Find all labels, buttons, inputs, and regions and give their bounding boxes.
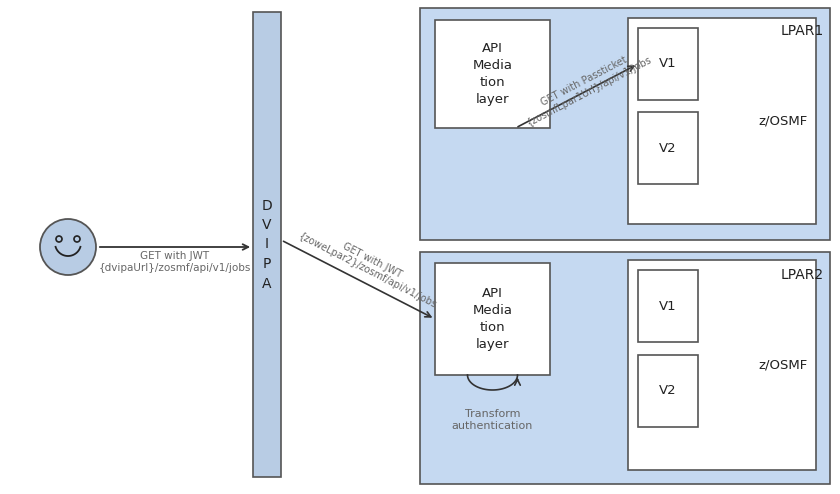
Bar bbox=[628, 260, 816, 470]
Text: V1: V1 bbox=[659, 57, 677, 71]
Text: LPAR1: LPAR1 bbox=[780, 24, 824, 38]
Text: V1: V1 bbox=[659, 299, 677, 313]
Text: z/OSMF: z/OSMF bbox=[759, 115, 808, 127]
Bar bbox=[628, 18, 816, 224]
Text: z/OSMF: z/OSMF bbox=[759, 359, 808, 371]
Bar bbox=[638, 112, 698, 184]
Text: GET with JWT
{dvipaUrl}/zosmf/api/v1/jobs: GET with JWT {dvipaUrl}/zosmf/api/v1/job… bbox=[98, 251, 250, 273]
Bar bbox=[638, 28, 698, 100]
Text: LPAR2: LPAR2 bbox=[781, 268, 824, 282]
Text: GET with Passticket
{zosmfLpar1Url}/api/v1/jobs: GET with Passticket {zosmfLpar1Url}/api/… bbox=[520, 44, 654, 128]
Bar bbox=[638, 270, 698, 342]
Bar bbox=[420, 8, 830, 240]
Text: Transform
authentication: Transform authentication bbox=[452, 409, 533, 431]
Bar bbox=[253, 12, 281, 477]
Text: V2: V2 bbox=[659, 141, 677, 155]
Circle shape bbox=[40, 219, 96, 275]
Bar bbox=[420, 252, 830, 484]
Text: GET with JWT
{zoweLpar2}/zosmf/api/v1/jobs: GET with JWT {zoweLpar2}/zosmf/api/v1/jo… bbox=[297, 221, 444, 310]
Bar bbox=[435, 20, 550, 128]
Text: D
V
I
P
A: D V I P A bbox=[261, 199, 272, 290]
Text: API
Media
tion
layer: API Media tion layer bbox=[472, 287, 512, 351]
Bar bbox=[638, 355, 698, 427]
Text: V2: V2 bbox=[659, 384, 677, 398]
Bar bbox=[435, 263, 550, 375]
Text: API
Media
tion
layer: API Media tion layer bbox=[472, 42, 512, 106]
